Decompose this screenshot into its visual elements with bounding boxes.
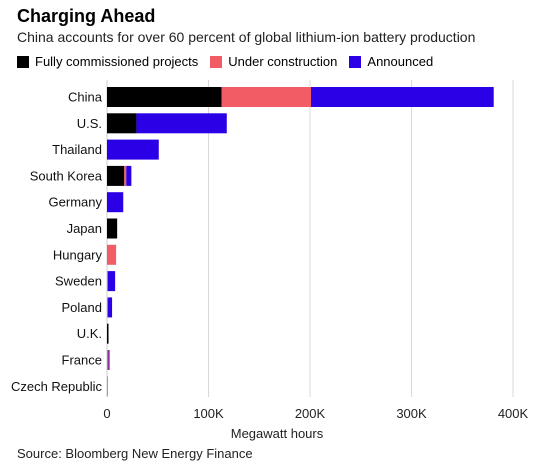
legend-label-announced: Announced <box>367 54 434 69</box>
x-tick-label: 400K <box>498 406 529 421</box>
bar-segment <box>108 350 110 370</box>
bar-segment <box>107 218 118 239</box>
legend-label-fully-commissioned: Fully commissioned projects <box>35 54 199 69</box>
bar-segment <box>107 244 117 265</box>
legend-label-under-construction: Under construction <box>228 54 338 69</box>
bar-segment <box>311 87 494 107</box>
bar-segment <box>107 323 109 344</box>
category-label: Thailand <box>52 142 102 157</box>
chart-title: Charging Ahead <box>17 6 156 26</box>
bar-segment <box>107 165 125 186</box>
category-label: Czech Republic <box>11 379 103 394</box>
category-label: Sweden <box>55 274 102 289</box>
bar-segment <box>107 192 124 213</box>
category-label: Germany <box>49 195 103 210</box>
legend-swatch-fully-commissioned <box>17 55 29 68</box>
category-label: South Korea <box>30 168 103 183</box>
category-label: U.K. <box>77 326 102 341</box>
bar-segment <box>107 376 108 397</box>
category-label: U.S. <box>77 116 102 131</box>
bar-segment <box>107 87 222 107</box>
x-tick-label: 100K <box>193 406 224 421</box>
category-label: Poland <box>62 300 102 315</box>
chart-subtitle: China accounts for over 60 percent of gl… <box>17 29 476 45</box>
bar-segment <box>124 165 127 186</box>
x-tick-label: 300K <box>396 406 427 421</box>
bar-segment <box>107 350 109 370</box>
bar-segment <box>221 87 312 107</box>
x-axis-label: Megawatt hours <box>231 426 324 441</box>
bar-segment <box>108 297 113 318</box>
chart-source: Source: Bloomberg New Energy Finance <box>17 446 253 461</box>
chart-legend: Fully commissioned projects Under constr… <box>17 54 445 69</box>
x-tick-label: 0 <box>103 406 110 421</box>
x-tick-label: 200K <box>295 406 326 421</box>
category-label: Japan <box>67 221 102 236</box>
bar-segment <box>107 113 137 134</box>
category-label: Hungary <box>53 247 103 262</box>
legend-swatch-under-construction <box>210 55 223 68</box>
category-label: China <box>68 90 103 105</box>
bar-segment <box>126 165 132 186</box>
category-label: France <box>62 353 102 368</box>
legend-item-under-construction: Under construction <box>210 54 337 69</box>
bar-segment <box>107 271 109 292</box>
bar-segment <box>107 139 159 160</box>
legend-item-fully-commissioned: Fully commissioned projects <box>17 54 198 69</box>
bar-segment <box>107 297 109 318</box>
legend-item-announced: Announced <box>349 54 433 69</box>
legend-swatch-announced <box>349 55 362 68</box>
bar-segment <box>136 113 227 134</box>
bar-segment <box>108 271 116 292</box>
